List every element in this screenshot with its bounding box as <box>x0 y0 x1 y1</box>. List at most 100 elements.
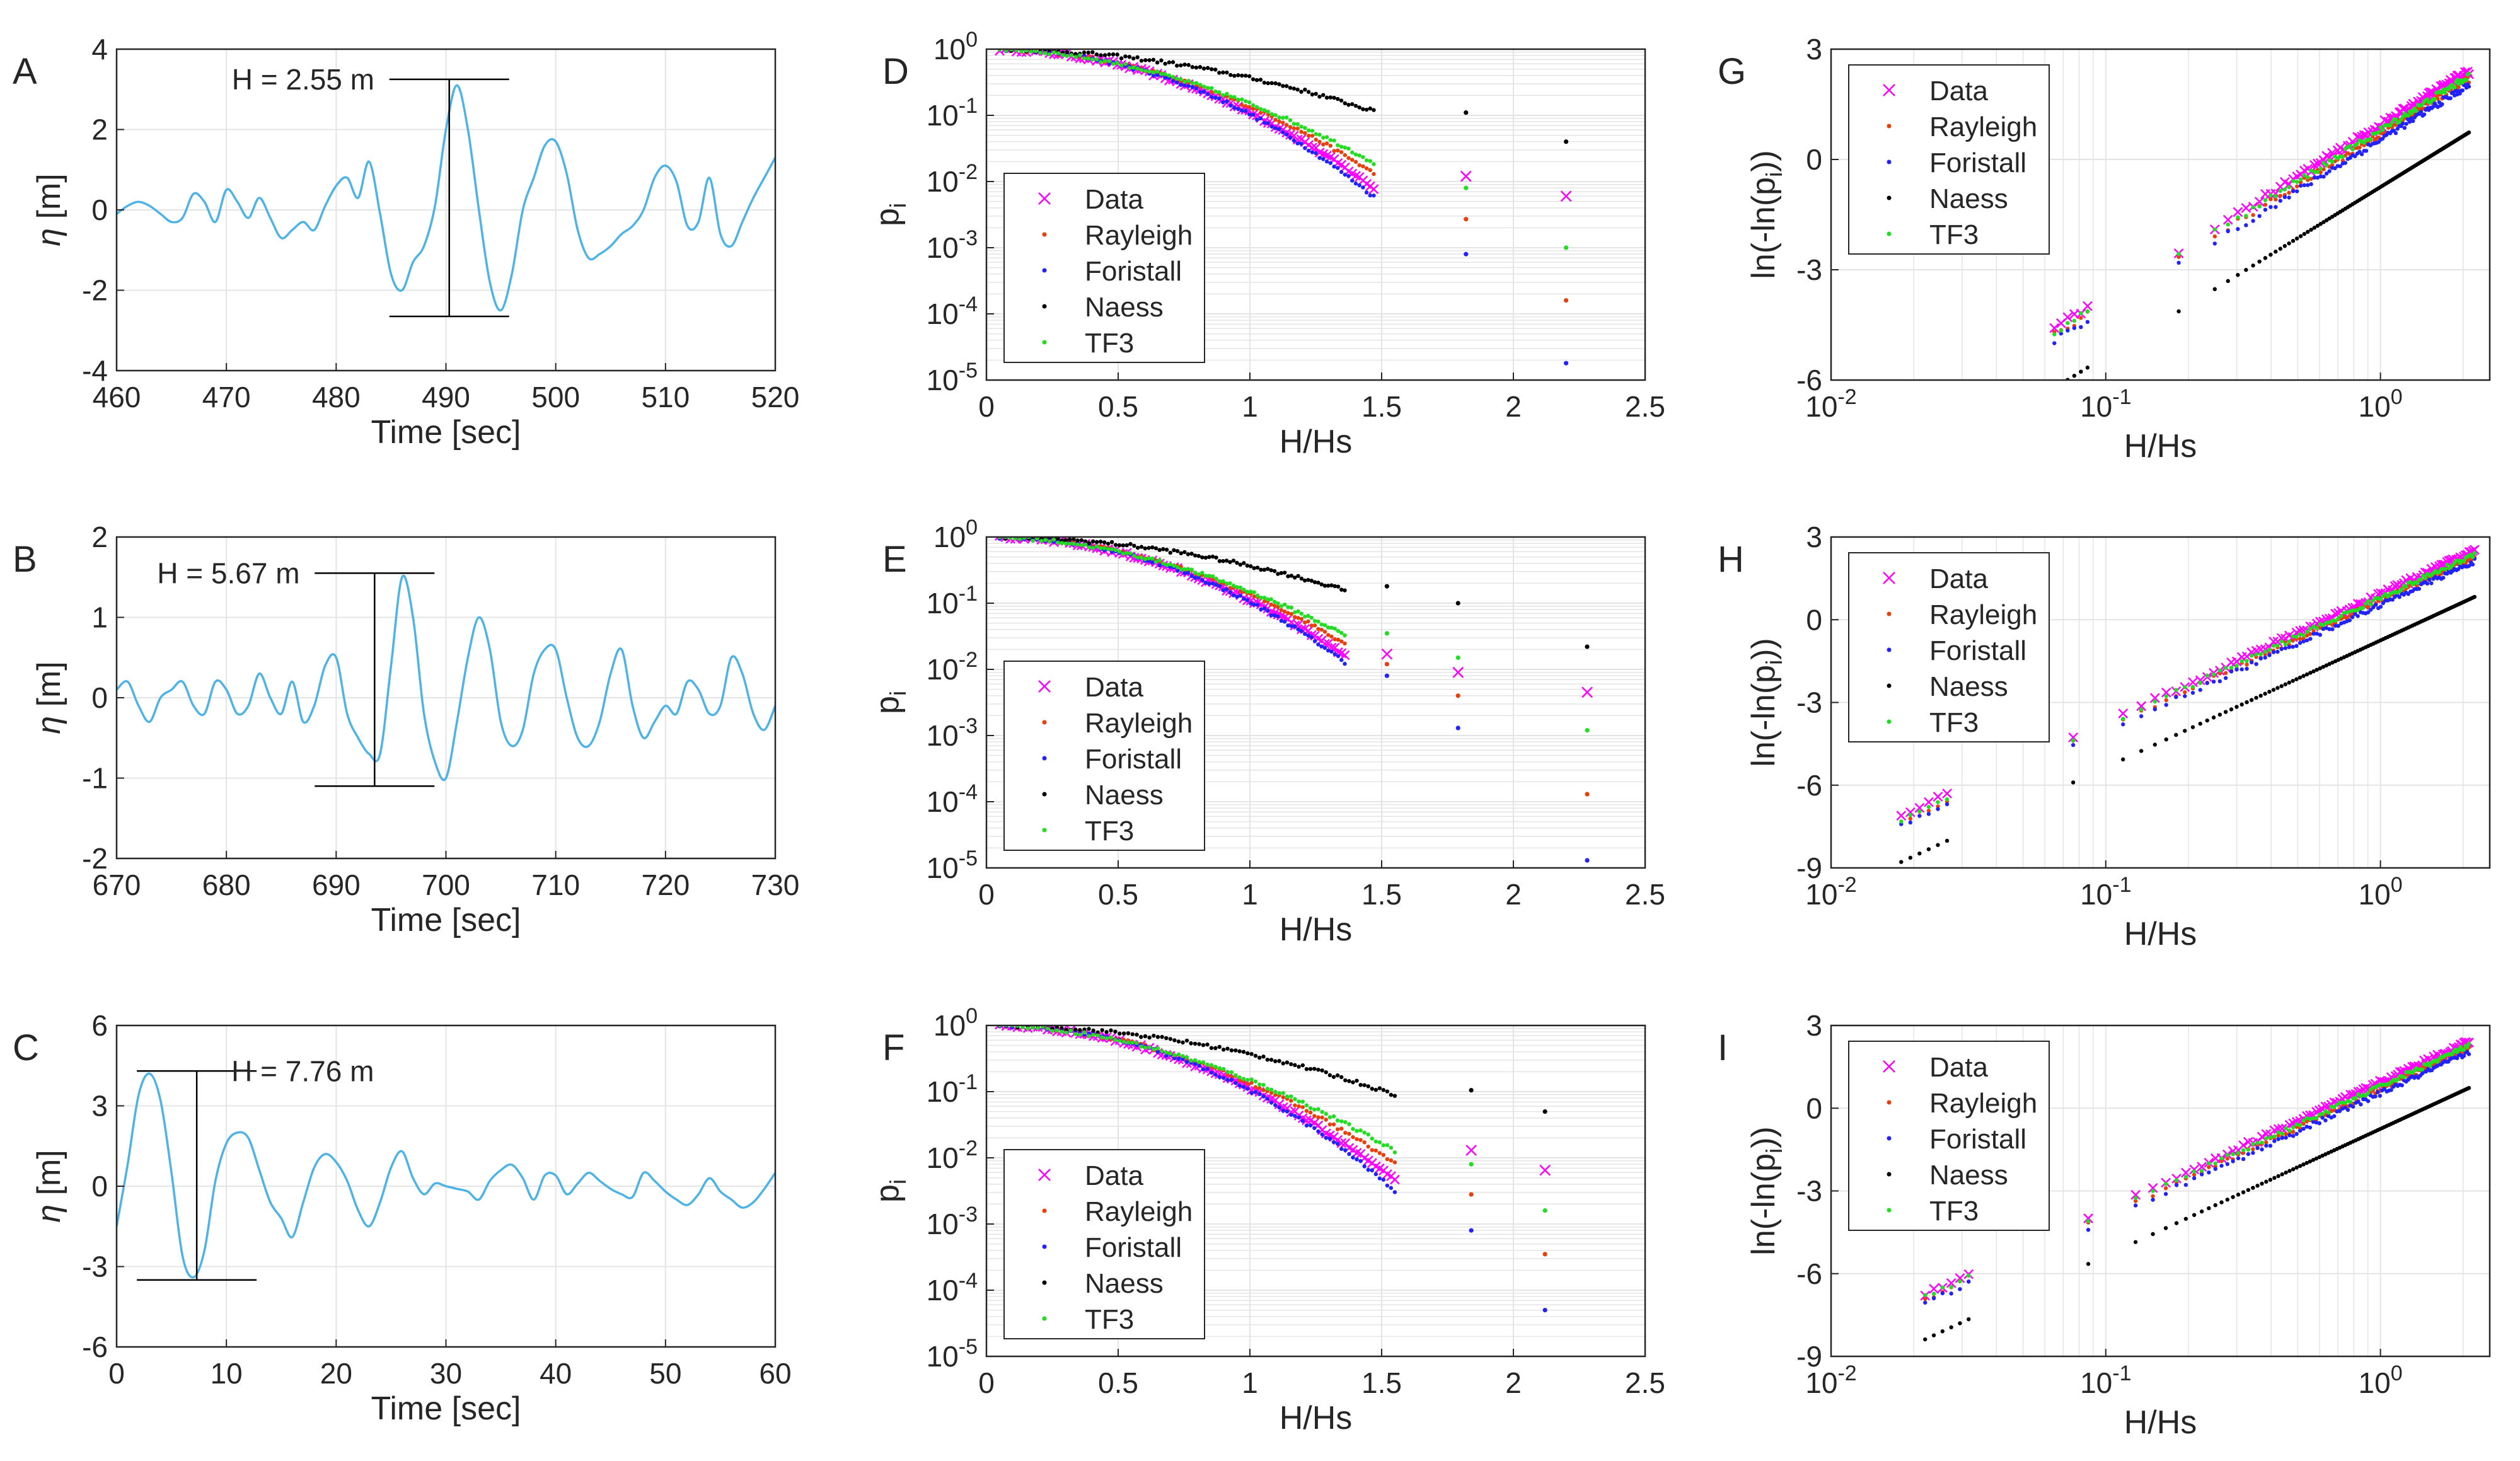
foristall-point <box>2176 260 2181 265</box>
tf3-point <box>2279 639 2284 644</box>
foristall-point <box>1244 108 1248 113</box>
naess-point <box>1117 543 1122 548</box>
series-tf3 <box>1923 1041 2471 1297</box>
tf3-point <box>1039 539 1044 543</box>
rayleigh-point <box>1210 577 1215 582</box>
tf3-point <box>1182 567 1187 572</box>
wave-height-annotation <box>315 572 435 787</box>
foristall-point <box>1368 193 1372 198</box>
foristall-point <box>2254 662 2258 666</box>
naess-point <box>1221 558 1225 563</box>
rayleigh-point <box>1286 611 1290 615</box>
rayleigh-point <box>1328 144 1333 148</box>
foristall-point <box>2278 199 2282 203</box>
tf3-point <box>1317 132 1322 137</box>
rayleigh-point <box>1455 693 1460 698</box>
data-point <box>1390 1174 1400 1185</box>
tf3-point <box>1299 124 1303 129</box>
tf3-point <box>1155 69 1160 74</box>
foristall-point <box>1266 609 1270 613</box>
naess-point <box>1319 582 1324 587</box>
naess-point <box>2264 1179 2269 1184</box>
rayleigh-point <box>1279 608 1283 613</box>
legend-marker <box>1887 159 1892 165</box>
tf3-point <box>2121 717 2125 721</box>
tf3-point <box>1923 1293 1928 1297</box>
naess-point <box>1273 1059 1278 1063</box>
naess-point <box>1335 1073 1340 1078</box>
naess-point <box>2306 229 2310 234</box>
naess-point <box>1123 54 1128 59</box>
foristall-point <box>2407 120 2412 124</box>
rayleigh-point <box>1247 105 1252 109</box>
foristall-point <box>1279 618 1283 623</box>
rayleigh-point <box>1364 166 1369 171</box>
naess-point <box>1336 96 1340 101</box>
x-tick-label: 2.5 <box>1625 1366 1665 1399</box>
naess-point <box>1127 54 1132 59</box>
rayleigh-point <box>2357 145 2362 150</box>
panel-letter: H <box>1718 539 1744 580</box>
naess-point <box>2219 1200 2224 1204</box>
tf3-point <box>1064 1031 1068 1035</box>
naess-point <box>1095 1030 1100 1035</box>
tf3-point <box>1945 797 1950 802</box>
panel-letter: E <box>882 539 907 580</box>
tf3-point <box>1003 49 1009 53</box>
naess-point <box>1251 77 1256 81</box>
naess-point <box>2192 1213 2197 1217</box>
tf3-point <box>1370 1136 1374 1141</box>
naess-point <box>2283 682 2288 686</box>
naess-point <box>1255 565 1260 570</box>
tf3-point <box>2348 1100 2353 1104</box>
foristall-point <box>2333 623 2338 628</box>
naess-point <box>1135 55 1140 60</box>
y-tick-label: 10-3 <box>927 226 978 264</box>
naess-point <box>1306 577 1310 582</box>
naess-point <box>1228 560 1232 564</box>
naess-point <box>1259 567 1263 572</box>
tf3-point <box>1115 61 1119 66</box>
foristall-point <box>2287 1133 2292 1138</box>
data-point <box>2068 732 2078 742</box>
rayleigh-point <box>1373 1148 1378 1153</box>
tf3-point <box>2153 699 2157 704</box>
tf3-point <box>2211 672 2216 677</box>
data-point <box>1368 184 1379 195</box>
rayleigh-point <box>2297 637 2303 642</box>
tf3-point <box>1079 543 1084 548</box>
naess-point <box>1252 566 1256 570</box>
y-axis-label: η [m] <box>31 1150 67 1223</box>
foristall-point <box>2284 1135 2288 1140</box>
naess-point <box>1090 539 1095 544</box>
naess-point <box>1302 578 1307 583</box>
foristall-point <box>1312 638 1317 644</box>
tf3-point <box>1339 144 1344 149</box>
rayleigh-point <box>2287 190 2291 195</box>
foristall-point <box>1175 569 1180 573</box>
legend-entry-tf3: TF3 <box>1042 1304 1134 1335</box>
tf3-point <box>2164 694 2168 698</box>
tf3-point <box>2390 120 2395 125</box>
rayleigh-point <box>1926 809 1931 813</box>
rayleigh-point <box>2164 698 2168 703</box>
rayleigh-point <box>1292 615 1297 620</box>
foristall-point <box>1306 633 1310 638</box>
legend-label: Rayleigh <box>1929 112 2037 142</box>
tf3-point <box>1117 549 1122 554</box>
tf3-point <box>1164 1050 1169 1054</box>
foristall-point <box>1923 1300 1928 1305</box>
rayleigh-point <box>1339 150 1344 154</box>
plot-area <box>995 537 1593 863</box>
naess-point <box>1217 1044 1222 1049</box>
naess-point <box>1384 584 1389 589</box>
naess-point <box>1324 1070 1328 1075</box>
foristall-point <box>1326 648 1331 653</box>
tf3-point <box>2455 78 2459 82</box>
naess-point <box>1205 1042 1210 1047</box>
tf3-point <box>2309 168 2313 173</box>
naess-point <box>2287 1169 2292 1173</box>
x-tick-label: 690 <box>312 869 361 901</box>
tf3-point <box>1221 93 1225 98</box>
